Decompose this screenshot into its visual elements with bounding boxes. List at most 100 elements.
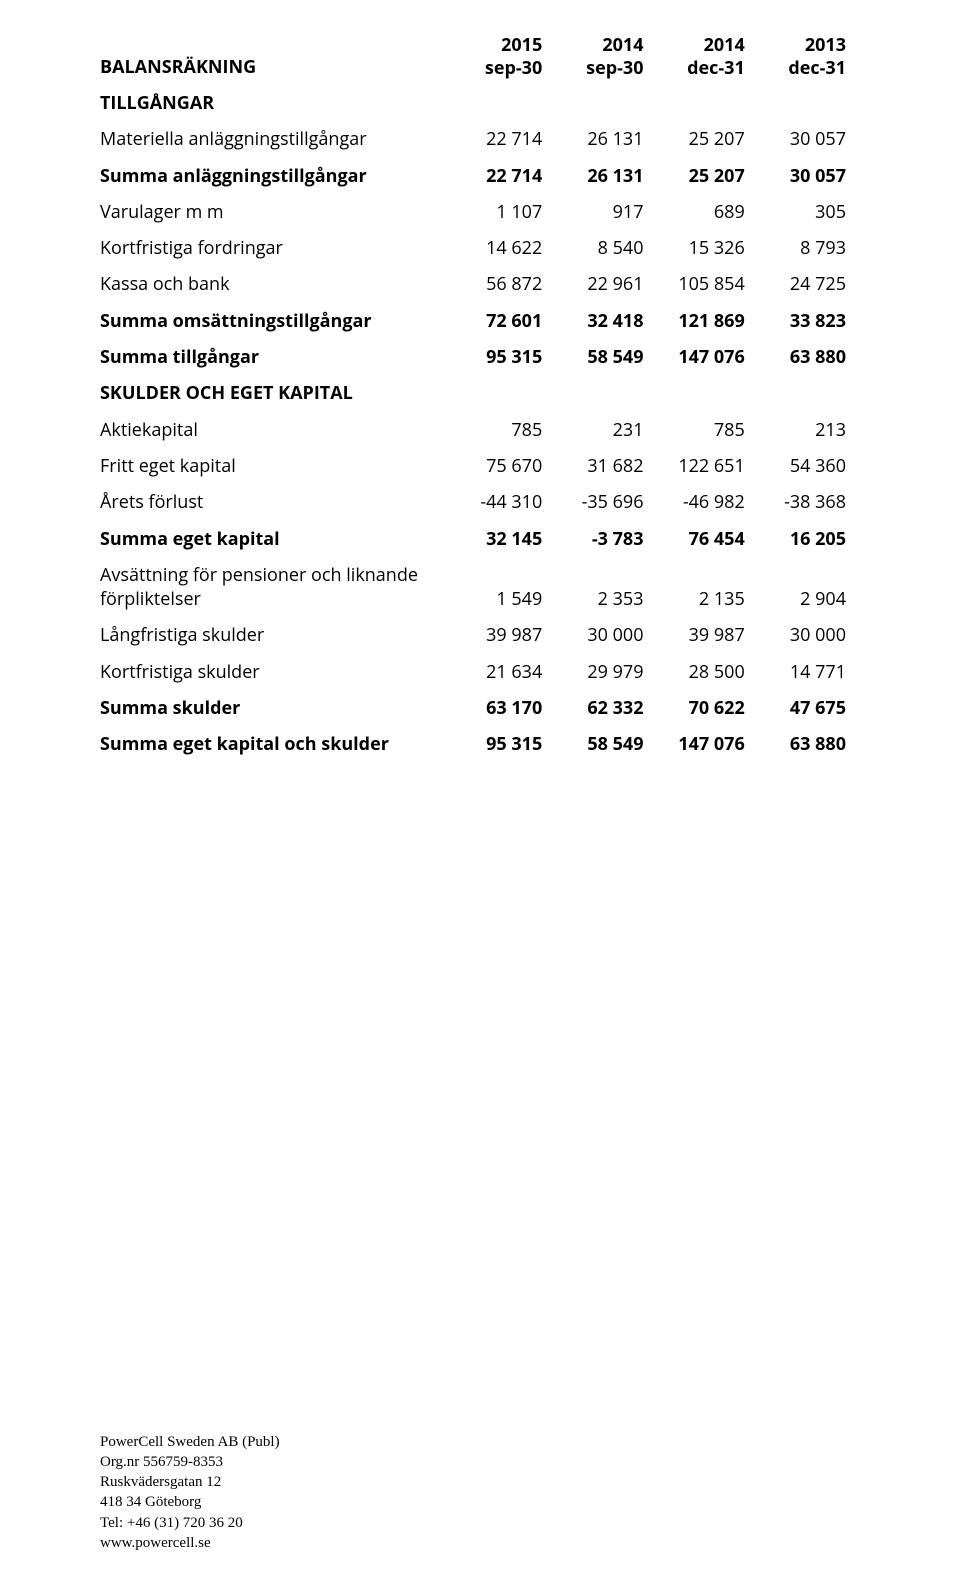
table-row: Materiella anläggningstillgångar 22 714 … xyxy=(100,121,850,157)
balance-sheet-table: BALANSRÄKNING 2015 sep-30 2014 sep-30 20… xyxy=(100,28,850,763)
table-row: Summa skulder 63 170 62 332 70 622 47 67… xyxy=(100,690,850,726)
row-cell: 33 823 xyxy=(749,303,850,339)
row-cell: 30 057 xyxy=(749,121,850,157)
table-header-row: BALANSRÄKNING 2015 sep-30 2014 sep-30 20… xyxy=(100,28,850,85)
row-cell: 25 207 xyxy=(648,121,749,157)
row-cell: 62 332 xyxy=(546,690,647,726)
table-row: Långfristiga skulder 39 987 30 000 39 98… xyxy=(100,617,850,653)
row-cell: 231 xyxy=(546,412,647,448)
header-year: 2015 xyxy=(501,33,542,57)
row-cell: 1 549 xyxy=(445,557,546,618)
row-label: Långfristiga skulder xyxy=(100,617,445,653)
row-cell: 785 xyxy=(445,412,546,448)
row-label: Kassa och bank xyxy=(100,266,445,302)
row-cell: 26 131 xyxy=(546,121,647,157)
row-cell: 8 793 xyxy=(749,230,850,266)
row-cell: 76 454 xyxy=(648,521,749,557)
header-year: 2014 xyxy=(602,33,643,57)
header-year: 2014 xyxy=(704,33,745,57)
row-cell: -46 982 xyxy=(648,484,749,520)
section-row: SKULDER OCH EGET KAPITAL xyxy=(100,375,850,411)
section-title: TILLGÅNGAR xyxy=(100,85,445,121)
row-cell: 24 725 xyxy=(749,266,850,302)
header-date: dec-31 xyxy=(687,56,745,80)
row-cell: 39 987 xyxy=(648,617,749,653)
row-label: Kortfristiga skulder xyxy=(100,654,445,690)
row-label: Summa anläggningstillgångar xyxy=(100,158,445,194)
row-cell: 26 131 xyxy=(546,158,647,194)
table-row: Kortfristiga fordringar 14 622 8 540 15 … xyxy=(100,230,850,266)
header-date: sep-30 xyxy=(586,56,643,80)
row-cell: 58 549 xyxy=(546,726,647,762)
table-row: Summa omsättningstillgångar 72 601 32 41… xyxy=(100,303,850,339)
row-cell: 22 961 xyxy=(546,266,647,302)
footer-street: Ruskvädersgatan 12 xyxy=(100,1472,280,1492)
row-cell: 122 651 xyxy=(648,448,749,484)
row-label: Summa eget kapital och skulder xyxy=(100,726,445,762)
row-cell: 8 540 xyxy=(546,230,647,266)
table-row: Kortfristiga skulder 21 634 29 979 28 50… xyxy=(100,654,850,690)
row-label: Avsättning för pensioner och liknande fö… xyxy=(100,557,445,618)
row-cell: 95 315 xyxy=(445,339,546,375)
row-cell: 32 145 xyxy=(445,521,546,557)
row-label: Aktiekapital xyxy=(100,412,445,448)
row-cell: 121 869 xyxy=(648,303,749,339)
section-title: SKULDER OCH EGET KAPITAL xyxy=(100,375,445,411)
row-cell: 22 714 xyxy=(445,121,546,157)
row-label: Materiella anläggningstillgångar xyxy=(100,121,445,157)
row-cell: 29 979 xyxy=(546,654,647,690)
row-cell: 689 xyxy=(648,194,749,230)
row-cell: 21 634 xyxy=(445,654,546,690)
row-cell: 63 170 xyxy=(445,690,546,726)
row-label: Årets förlust xyxy=(100,484,445,520)
header-col-1: 2014 sep-30 xyxy=(546,28,647,85)
header-col-2: 2014 dec-31 xyxy=(648,28,749,85)
row-cell: -44 310 xyxy=(445,484,546,520)
row-label: Summa tillgångar xyxy=(100,339,445,375)
table-row: Varulager m m 1 107 917 689 305 xyxy=(100,194,850,230)
row-cell: 105 854 xyxy=(648,266,749,302)
row-cell: 31 682 xyxy=(546,448,647,484)
row-cell: 54 360 xyxy=(749,448,850,484)
row-cell: 213 xyxy=(749,412,850,448)
footer-company: PowerCell Sweden AB (Publ) xyxy=(100,1432,280,1452)
header-year: 2013 xyxy=(805,33,846,57)
row-cell: 75 670 xyxy=(445,448,546,484)
row-cell: 56 872 xyxy=(445,266,546,302)
row-cell: 22 714 xyxy=(445,158,546,194)
row-cell: 16 205 xyxy=(749,521,850,557)
table-row: Summa eget kapital 32 145 -3 783 76 454 … xyxy=(100,521,850,557)
row-cell: 2 353 xyxy=(546,557,647,618)
row-label: Kortfristiga fordringar xyxy=(100,230,445,266)
header-date: sep-30 xyxy=(485,56,542,80)
row-cell: 39 987 xyxy=(445,617,546,653)
header-col-0: 2015 sep-30 xyxy=(445,28,546,85)
row-cell: 14 771 xyxy=(749,654,850,690)
row-cell: 47 675 xyxy=(749,690,850,726)
footer-city: 418 34 Göteborg xyxy=(100,1492,280,1512)
table-row: Aktiekapital 785 231 785 213 xyxy=(100,412,850,448)
table-row: Fritt eget kapital 75 670 31 682 122 651… xyxy=(100,448,850,484)
row-cell: 58 549 xyxy=(546,339,647,375)
header-date: dec-31 xyxy=(788,56,846,80)
row-cell: 785 xyxy=(648,412,749,448)
row-cell: 305 xyxy=(749,194,850,230)
table-row: Summa anläggningstillgångar 22 714 26 13… xyxy=(100,158,850,194)
row-label: Summa eget kapital xyxy=(100,521,445,557)
row-cell: 1 107 xyxy=(445,194,546,230)
row-cell: 147 076 xyxy=(648,726,749,762)
row-label: Varulager m m xyxy=(100,194,445,230)
table-row: Kassa och bank 56 872 22 961 105 854 24 … xyxy=(100,266,850,302)
row-cell: 14 622 xyxy=(445,230,546,266)
row-cell: 2 135 xyxy=(648,557,749,618)
row-cell: 95 315 xyxy=(445,726,546,762)
row-cell: 63 880 xyxy=(749,726,850,762)
row-label: Summa omsättningstillgångar xyxy=(100,303,445,339)
row-cell: -38 368 xyxy=(749,484,850,520)
footer-org-nr: Org.nr 556759-8353 xyxy=(100,1452,280,1472)
row-cell: 30 057 xyxy=(749,158,850,194)
table-row: Årets förlust -44 310 -35 696 -46 982 -3… xyxy=(100,484,850,520)
row-cell: -35 696 xyxy=(546,484,647,520)
table-row: Avsättning för pensioner och liknande fö… xyxy=(100,557,850,618)
row-cell: 15 326 xyxy=(648,230,749,266)
